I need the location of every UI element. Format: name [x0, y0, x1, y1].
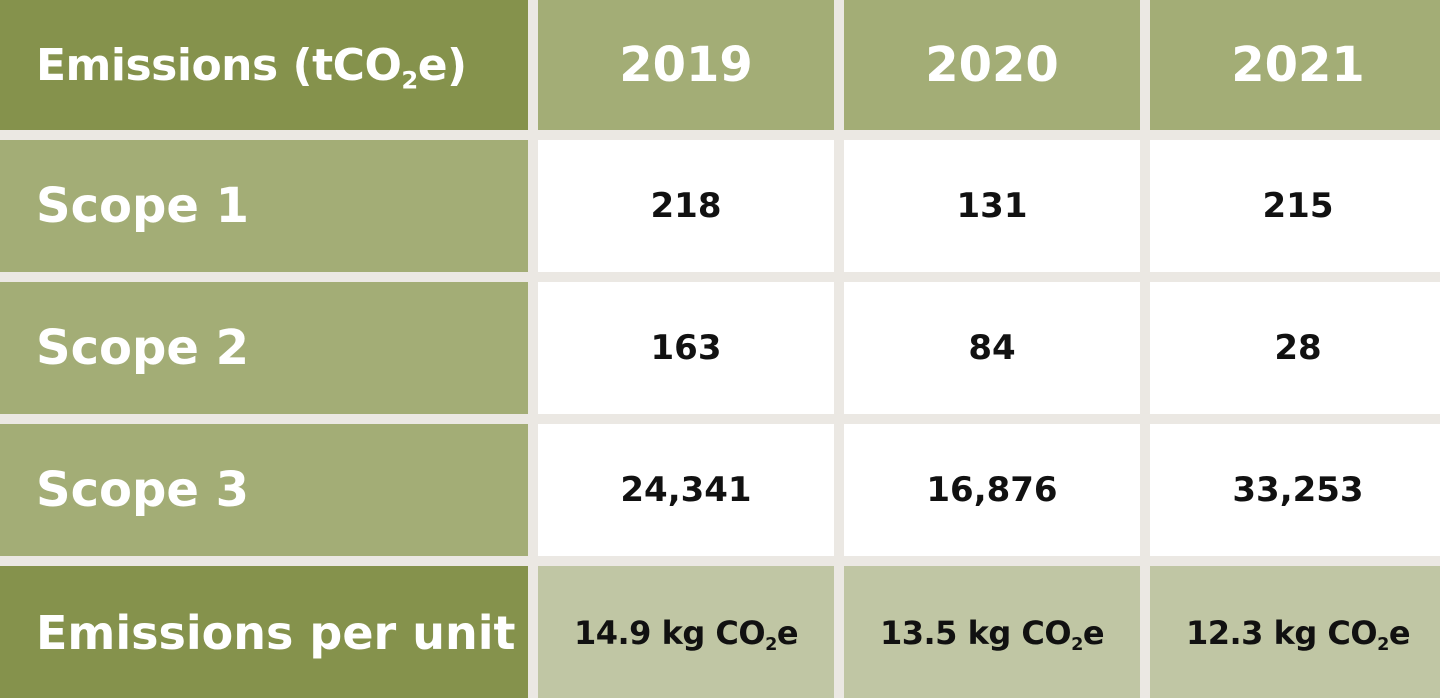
header-corner-label: Emissions (tCO2e): [36, 39, 467, 94]
header-corner-cell: Emissions (tCO2e): [0, 0, 528, 130]
table-cell: 215: [1150, 140, 1440, 272]
per-unit-cell-2020: 13.5 kg CO2e: [844, 566, 1140, 698]
header-year-2020: 2020: [844, 0, 1140, 130]
table-cell: 28: [1150, 282, 1440, 414]
table-cell: 163: [538, 282, 834, 414]
table-cell: 24,341: [538, 424, 834, 556]
table-cell: 33,253: [1150, 424, 1440, 556]
header-year-2019: 2019: [538, 0, 834, 130]
header-year-2021: 2021: [1150, 0, 1440, 130]
row-label-scope-1: Scope 1: [0, 140, 528, 272]
row-label-scope-2: Scope 2: [0, 282, 528, 414]
table-cell: 131: [844, 140, 1140, 272]
row-label-emissions-per-unit: Emissions per unit: [0, 566, 528, 698]
per-unit-cell-2021: 12.3 kg CO2e: [1150, 566, 1440, 698]
table-cell: 16,876: [844, 424, 1140, 556]
per-unit-cell-2019: 14.9 kg CO2e: [538, 566, 834, 698]
table-cell: 218: [538, 140, 834, 272]
table-cell: 84: [844, 282, 1140, 414]
row-label-scope-3: Scope 3: [0, 424, 528, 556]
